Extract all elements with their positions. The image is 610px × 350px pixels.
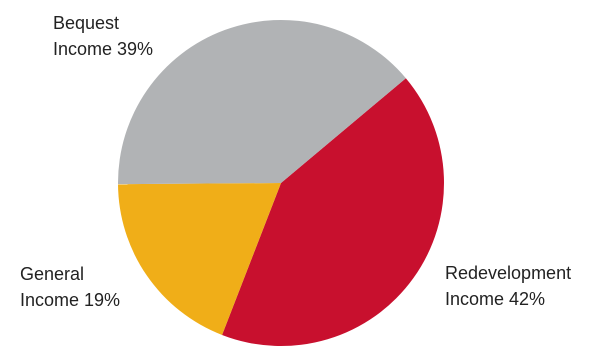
label-redevelopment-line-1: Redevelopment bbox=[445, 263, 571, 283]
pie-slice-general-income bbox=[118, 183, 281, 335]
pie-slice-bequest-income bbox=[117, 19, 406, 185]
label-redevelopment: Redevelopment Income 42% bbox=[445, 263, 576, 309]
label-bequest-line-1: Bequest bbox=[53, 13, 119, 33]
label-general-line-2: Income 19% bbox=[20, 290, 120, 310]
label-general-line-1: General bbox=[20, 264, 84, 284]
pie-slices bbox=[117, 19, 445, 346]
label-bequest: Bequest Income 39% bbox=[53, 13, 153, 59]
label-general: General Income 19% bbox=[20, 264, 120, 310]
label-bequest-line-2: Income 39% bbox=[53, 39, 153, 59]
pie-slice-redevelopment-income bbox=[222, 78, 445, 346]
label-redevelopment-line-2: Income 42% bbox=[445, 289, 545, 309]
